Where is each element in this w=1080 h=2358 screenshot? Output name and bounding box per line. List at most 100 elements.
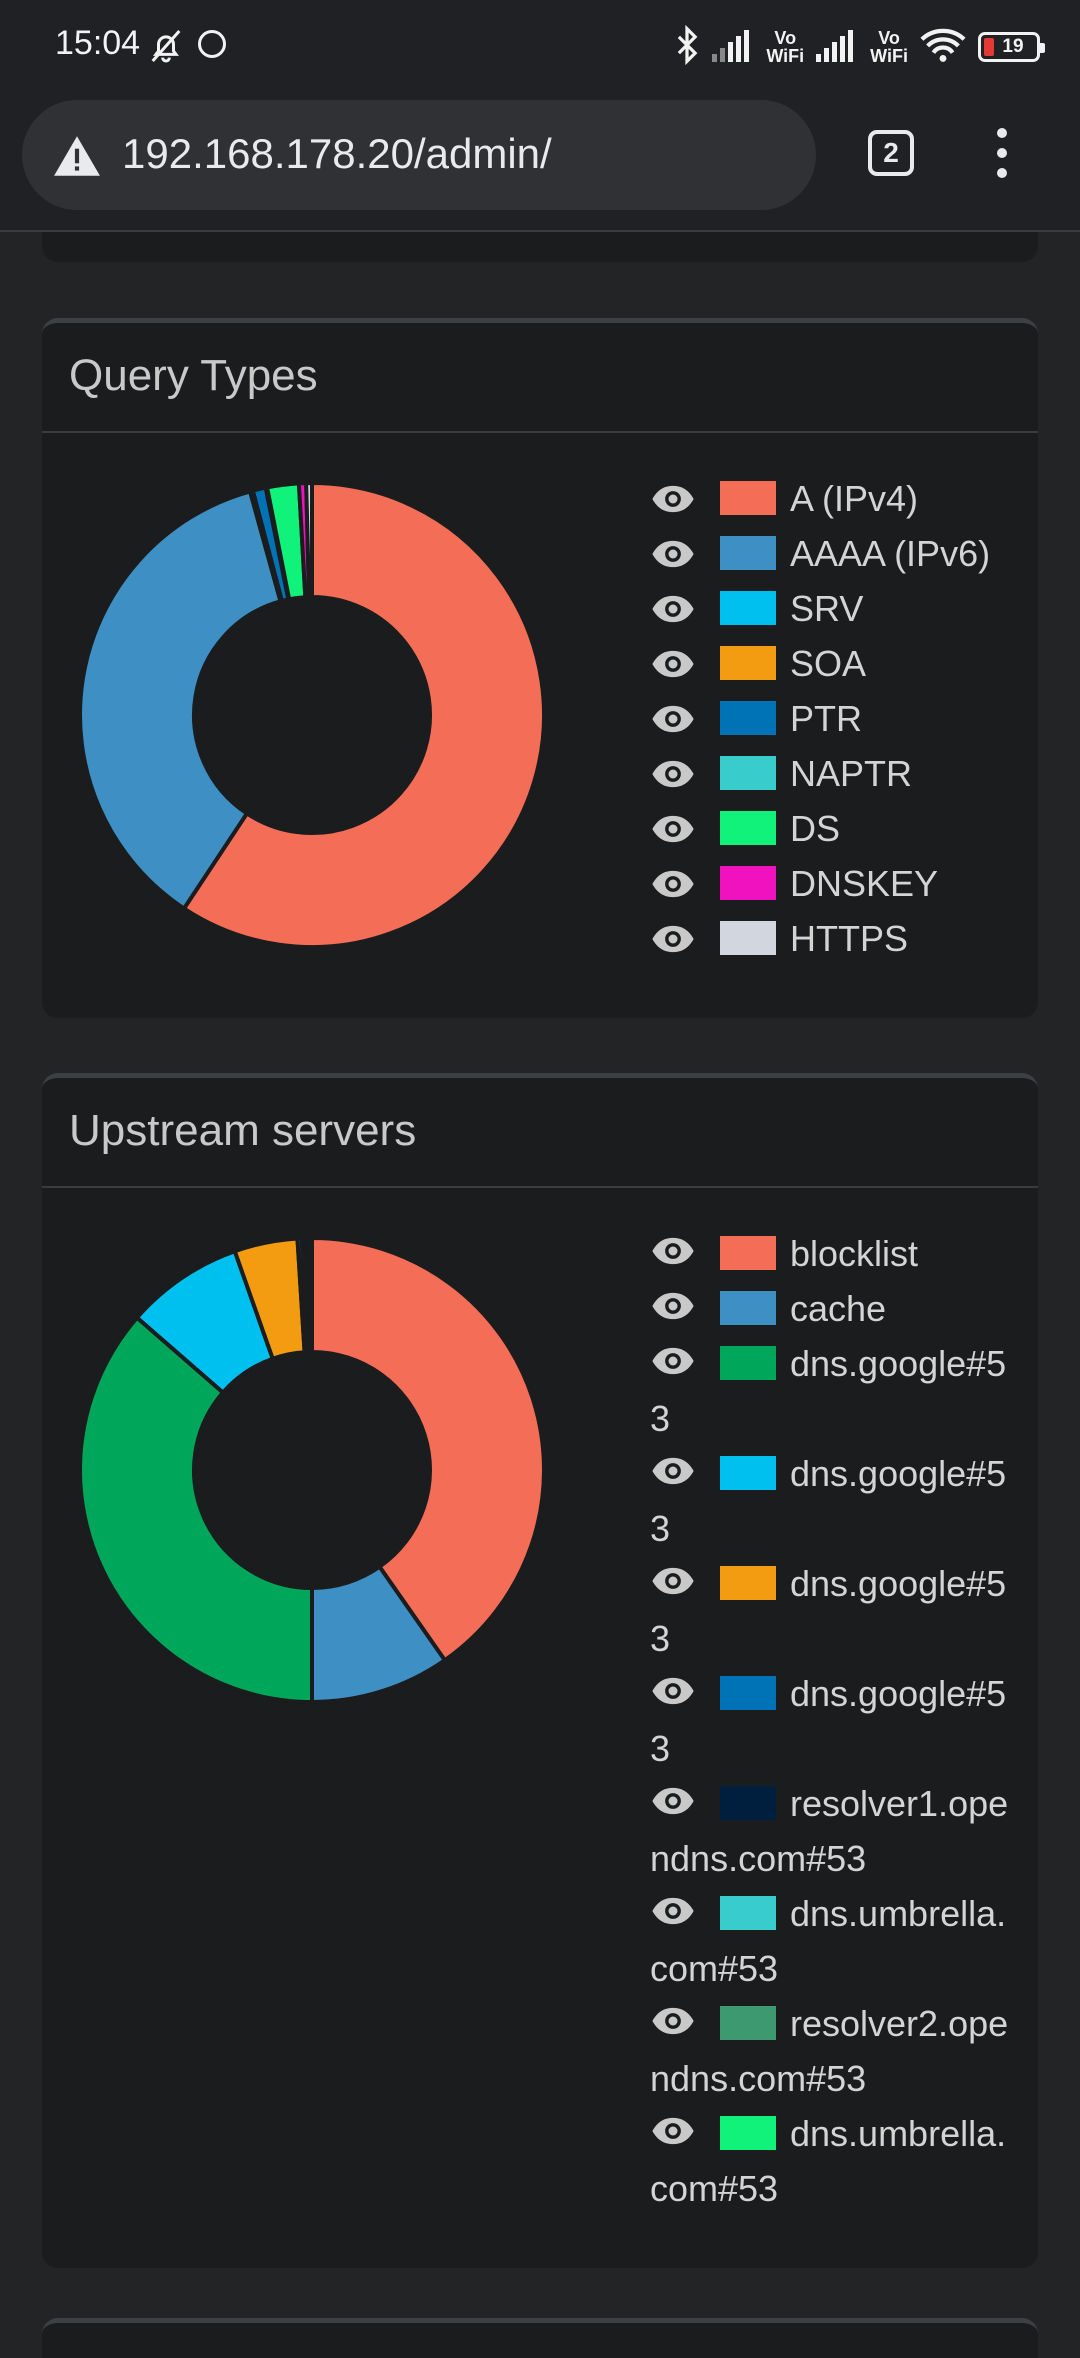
eye-icon[interactable] xyxy=(650,636,696,691)
eye-icon[interactable] xyxy=(650,526,696,581)
card-title: Query Types xyxy=(69,351,318,400)
battery-icon: 19 xyxy=(978,32,1045,62)
eye-icon[interactable] xyxy=(650,1281,696,1336)
legend-item[interactable]: dns.google#53 xyxy=(650,1336,1022,1446)
upstream-servers-doughnut[interactable] xyxy=(72,1230,552,1710)
status-time: 15:04 xyxy=(55,24,141,62)
address-bar[interactable]: 192.168.178.20/admin/ xyxy=(22,100,816,210)
legend-swatch xyxy=(720,921,776,955)
legend-item[interactable]: DNSKEY xyxy=(650,856,1022,911)
slice-2[interactable] xyxy=(78,1314,314,1705)
eye-icon[interactable] xyxy=(650,1886,696,1941)
do-not-disturb-icon xyxy=(198,30,226,58)
eye-icon[interactable] xyxy=(650,911,696,966)
legend-swatch xyxy=(720,1456,776,1490)
bell-off-icon xyxy=(146,26,186,71)
bluetooth-icon xyxy=(674,24,700,70)
legend-item[interactable]: A (IPv4) xyxy=(650,471,1022,526)
legend-label: NAPTR xyxy=(790,753,913,794)
legend-swatch xyxy=(720,1346,776,1380)
status-bar: 15:04 Vo WiFi Vo WiFi 19 xyxy=(0,0,1080,92)
previous-card xyxy=(42,232,1038,262)
eye-icon[interactable] xyxy=(650,1226,696,1281)
legend-item[interactable]: cache xyxy=(650,1281,1022,1336)
eye-icon[interactable] xyxy=(650,1446,696,1501)
legend-swatch xyxy=(720,811,776,845)
legend-swatch xyxy=(720,2006,776,2040)
signal-icon xyxy=(712,28,754,67)
legend-item[interactable]: dns.google#53 xyxy=(650,1666,1022,1776)
legend-label: DS xyxy=(790,808,841,849)
warning-icon[interactable] xyxy=(52,134,102,183)
legend-item[interactable]: blocklist xyxy=(650,1226,1022,1281)
legend-label: SOA xyxy=(790,643,867,684)
eye-icon[interactable] xyxy=(650,1666,696,1721)
upstream-servers-legend: blocklist cache dns.google#53 dns.google#53… xyxy=(650,1226,1022,2216)
legend-item[interactable]: PTR xyxy=(650,691,1022,746)
legend-swatch xyxy=(720,1236,776,1270)
legend-label: DNSKEY xyxy=(790,863,939,904)
legend-swatch xyxy=(720,1566,776,1600)
eye-icon[interactable] xyxy=(650,2106,696,2161)
legend-item[interactable]: dns.google#53 xyxy=(650,1446,1022,1556)
legend-label: HTTPS xyxy=(790,918,909,959)
legend-item[interactable]: DS xyxy=(650,801,1022,856)
eye-icon[interactable] xyxy=(650,1996,696,2051)
eye-icon[interactable] xyxy=(650,856,696,911)
slice-0[interactable] xyxy=(181,480,546,949)
wifi-icon xyxy=(920,27,966,68)
legend-swatch xyxy=(720,2116,776,2150)
card-header: Query Types xyxy=(42,323,1038,433)
eye-icon[interactable] xyxy=(650,1336,696,1391)
slice-8[interactable] xyxy=(304,480,314,600)
legend-swatch xyxy=(720,866,776,900)
eye-icon[interactable] xyxy=(650,471,696,526)
vowifi-icon-2: Vo WiFi xyxy=(870,28,908,66)
legend-swatch xyxy=(720,1896,776,1930)
vowifi-icon: Vo WiFi xyxy=(766,28,805,66)
upstream-servers-card: Upstream servers blocklist cache dns.googl… xyxy=(42,1073,1038,2268)
signal-icon-2 xyxy=(816,28,858,67)
eye-icon[interactable] xyxy=(650,1776,696,1831)
legend-label: dns.google#53 xyxy=(650,1453,1007,1549)
legend-label: SRV xyxy=(790,588,864,629)
legend-swatch xyxy=(720,646,776,680)
eye-icon[interactable] xyxy=(650,746,696,801)
legend-item[interactable]: resolver2.opendns.com#53 xyxy=(650,1996,1022,2106)
legend-swatch xyxy=(720,481,776,515)
eye-icon[interactable] xyxy=(650,691,696,746)
legend-item[interactable]: NAPTR xyxy=(650,746,1022,801)
eye-icon[interactable] xyxy=(650,801,696,856)
legend-item[interactable]: AAAA (IPv6) xyxy=(650,526,1022,581)
card-header: Upstream servers xyxy=(42,1078,1038,1188)
query-types-card: Query Types A (IPv4) AAAA (IPv6) SRV SOA PTR… xyxy=(42,318,1038,1018)
eye-icon[interactable] xyxy=(650,1556,696,1611)
legend-swatch xyxy=(720,536,776,570)
legend-item[interactable]: SOA xyxy=(650,636,1022,691)
legend-item[interactable]: HTTPS xyxy=(650,911,1022,966)
slice-9[interactable] xyxy=(307,1235,314,1355)
legend-item[interactable]: dns.umbrella.com#53 xyxy=(650,2106,1022,2216)
legend-swatch xyxy=(720,1676,776,1710)
legend-label: AAAA (IPv6) xyxy=(790,533,991,574)
tab-switcher-button[interactable]: 2 xyxy=(868,130,914,176)
legend-swatch xyxy=(720,756,776,790)
card-title: Upstream servers xyxy=(69,1106,417,1155)
legend-swatch xyxy=(720,701,776,735)
legend-label: dns.google#53 xyxy=(650,1673,1007,1769)
legend-swatch xyxy=(720,591,776,625)
legend-label: dns.umbrella.com#53 xyxy=(650,1893,1007,1989)
legend-item[interactable]: dns.umbrella.com#53 xyxy=(650,1886,1022,1996)
legend-item[interactable]: dns.google#53 xyxy=(650,1556,1022,1666)
query-types-doughnut[interactable] xyxy=(72,475,552,955)
legend-label: dns.google#53 xyxy=(650,1343,1007,1439)
legend-label: PTR xyxy=(790,698,862,739)
query-types-legend: A (IPv4) AAAA (IPv6) SRV SOA PTR NAPTR DS DNSKE… xyxy=(650,471,1022,966)
overflow-menu-button[interactable] xyxy=(990,128,1014,178)
legend-item[interactable]: SRV xyxy=(650,581,1022,636)
eye-icon[interactable] xyxy=(650,581,696,636)
slice-0[interactable] xyxy=(310,1235,546,1664)
legend-item[interactable]: resolver1.opendns.com#53 xyxy=(650,1776,1022,1886)
url-text[interactable]: 192.168.178.20/admin/ xyxy=(122,130,552,177)
slice-1[interactable] xyxy=(78,488,283,912)
